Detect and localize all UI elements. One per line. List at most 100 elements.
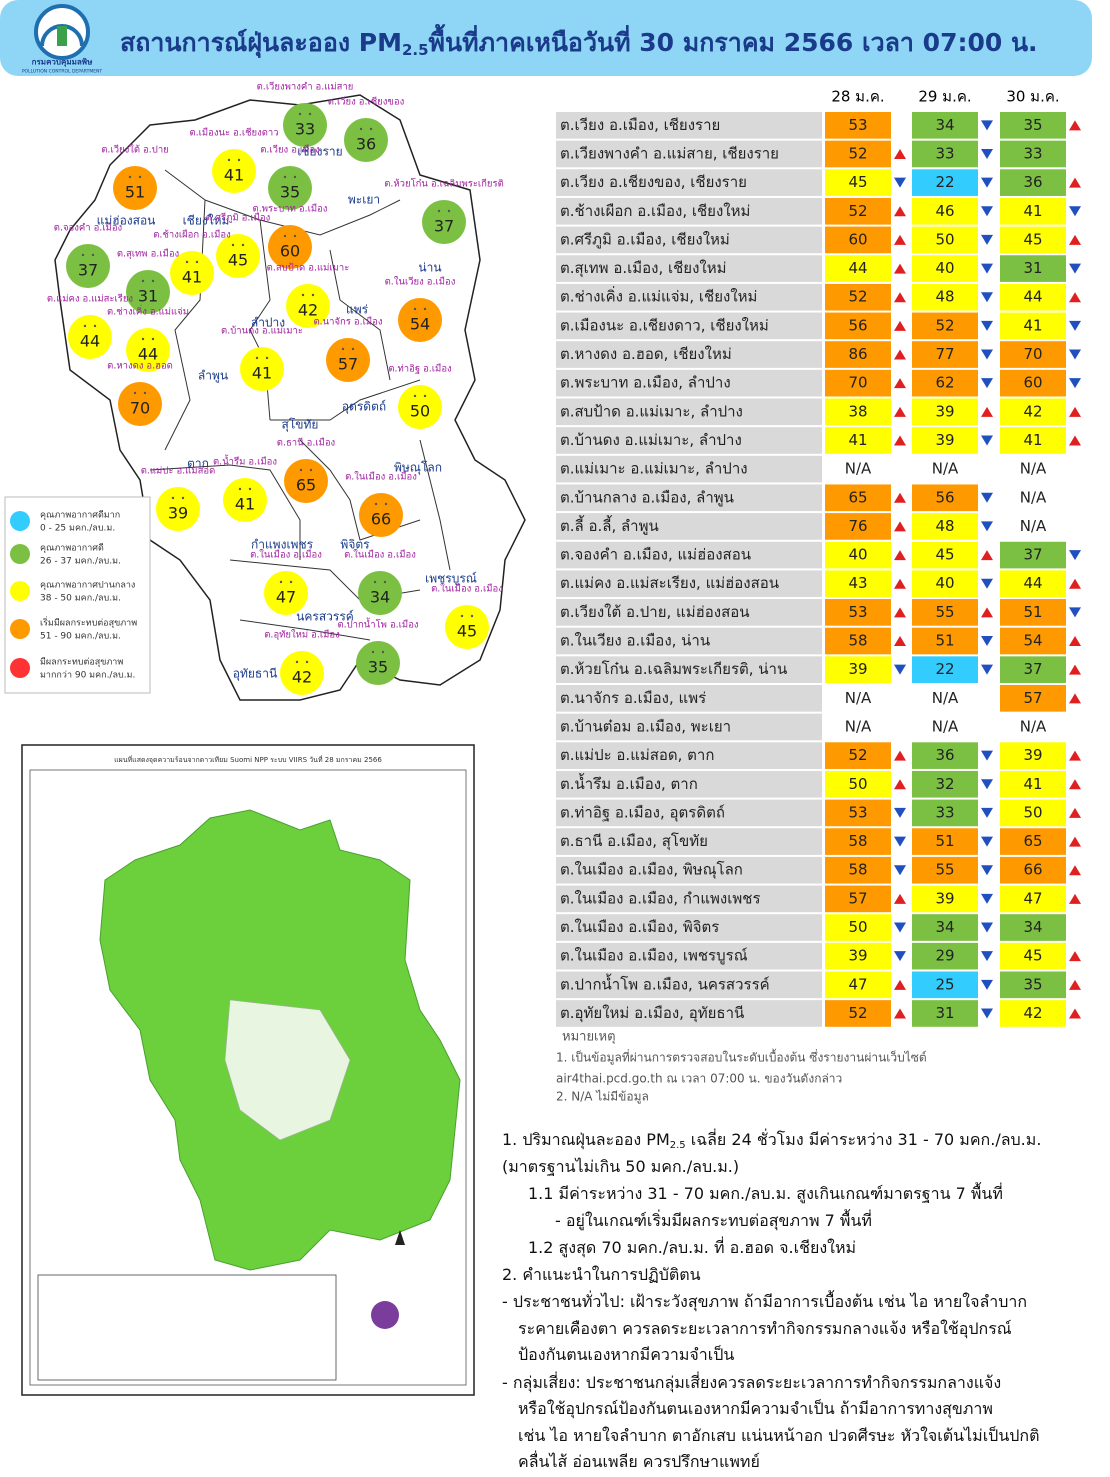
value-text: 47	[848, 975, 867, 993]
station-name: ต.เมืองนะ อ.เชียงดาว, เชียงใหม่	[560, 316, 769, 334]
value-cell	[825, 713, 891, 741]
value-cell	[912, 169, 978, 196]
value-text: 51	[1023, 603, 1042, 621]
summary-line: 1. ปริมาณฝุ่นละออง PM2.5 เฉลี่ย 24 ชั่วโ…	[502, 1128, 1041, 1152]
org-en: POLLUTION CONTROL DEPARTMENT	[22, 69, 103, 75]
value-text: 45	[1023, 947, 1042, 965]
value-cell	[912, 226, 978, 254]
value-text: N/A	[845, 689, 872, 707]
value-cell	[825, 197, 891, 225]
station-cell	[556, 484, 822, 512]
station-cell	[556, 570, 822, 598]
station-name: ต.ในเวียง อ.เมือง, น่าน	[560, 632, 710, 650]
value-cell	[825, 770, 891, 798]
trend-up	[894, 234, 906, 245]
station-name: ต.บ้านต๋อม อ.เมือง, พะเยา	[560, 717, 731, 735]
summary-line: หรือใช้อุปกรณ์ป้องกันตนเองหากมีความจำเป็…	[518, 1398, 993, 1419]
column-header: 28 ม.ค.	[831, 88, 884, 106]
station-cell	[556, 513, 822, 540]
value-cell	[825, 856, 891, 884]
marker-eye	[128, 175, 132, 179]
marker	[212, 149, 256, 193]
station-cell	[556, 427, 822, 454]
value-text: 50	[1023, 803, 1042, 821]
marker	[156, 487, 200, 531]
trend-down	[1069, 320, 1081, 331]
value-text: 39	[935, 431, 954, 449]
legend-swatch	[10, 544, 30, 564]
value-text: 65	[1023, 832, 1042, 850]
station-name: ต.น้ำรึม อ.เมือง, ตาก	[560, 773, 698, 793]
value-text: 32	[935, 775, 954, 793]
value-text: 50	[848, 775, 867, 793]
trend-down	[981, 492, 993, 503]
marker-eye	[351, 347, 355, 351]
value-text: 41	[1023, 775, 1042, 793]
column-header: 30 ม.ค.	[1006, 88, 1059, 106]
value-cell	[912, 369, 978, 397]
value-text: N/A	[1020, 488, 1047, 506]
marker-eye	[171, 496, 175, 500]
summary-line: - ประชาชนทั่วไป: เฝ้าระวังสุขภาพ ถ้ามีอา…	[502, 1290, 1027, 1312]
trend-up	[894, 492, 906, 503]
station-cell	[556, 197, 822, 225]
legend-box	[4, 496, 151, 694]
marker-eye	[283, 175, 287, 179]
marker-value: 44	[80, 332, 100, 351]
marker-eye	[231, 243, 235, 247]
trend-down	[981, 521, 993, 532]
marker-label: ต.น้ำรึม อ.เมือง	[213, 455, 277, 468]
summary-line: คลื่นไส้ อ่อนเพลีย ควรปรึกษาแพทย์	[518, 1450, 760, 1471]
value-cell	[825, 112, 891, 139]
value-cell	[912, 570, 978, 598]
value-cell	[825, 599, 891, 626]
value-text: 42	[1023, 1004, 1042, 1022]
marker-eye	[423, 307, 427, 311]
value-cell	[912, 112, 978, 139]
value-cell	[912, 885, 978, 913]
legend-swatch	[10, 658, 30, 678]
trend-up	[894, 636, 906, 647]
marker-eye	[181, 496, 185, 500]
marker-value: 42	[298, 301, 318, 320]
trend-up	[894, 349, 906, 360]
value-cell	[825, 369, 891, 397]
trend-up	[1069, 435, 1081, 446]
marker-eye	[384, 502, 388, 506]
value-cell	[912, 942, 978, 970]
value-text: 41	[1023, 431, 1042, 449]
trend-down	[894, 865, 906, 876]
marker-eye	[151, 279, 155, 283]
value-cell	[912, 799, 978, 827]
marker-eye	[241, 243, 245, 247]
station-cell	[556, 541, 822, 569]
marker-eye	[298, 112, 302, 116]
marker-eye	[373, 580, 377, 584]
sat-summary-box	[37, 1274, 337, 1381]
marker-eye	[311, 293, 315, 297]
station-name: ต.เวียงพางคำ อ.แม่สาย, เชียงราย	[560, 144, 779, 162]
marker-eye	[371, 650, 375, 654]
value-cell	[1000, 312, 1066, 340]
trend-down	[1069, 607, 1081, 618]
value-cell	[825, 942, 891, 970]
trend-up	[894, 578, 906, 589]
summary-line: 2. คำแนะนำในการปฏิบัติตน	[502, 1265, 701, 1284]
value-cell	[825, 140, 891, 168]
trend-up	[894, 1008, 906, 1019]
marker-eye	[423, 394, 427, 398]
trend-up	[894, 263, 906, 274]
value-cell	[912, 914, 978, 941]
value-text: N/A	[845, 460, 872, 478]
value-text: 46	[935, 202, 954, 220]
trend-down	[981, 234, 993, 245]
trend-up	[1069, 951, 1081, 962]
trend-up	[894, 435, 906, 446]
station-cell	[556, 140, 822, 168]
station-name: ต.นาจักร อ.เมือง, แพร่	[560, 689, 706, 707]
marker	[170, 251, 214, 295]
sat-logo	[371, 1301, 399, 1329]
value-text: 43	[848, 574, 867, 592]
value-text: 39	[935, 889, 954, 907]
value-text: 56	[848, 316, 867, 334]
